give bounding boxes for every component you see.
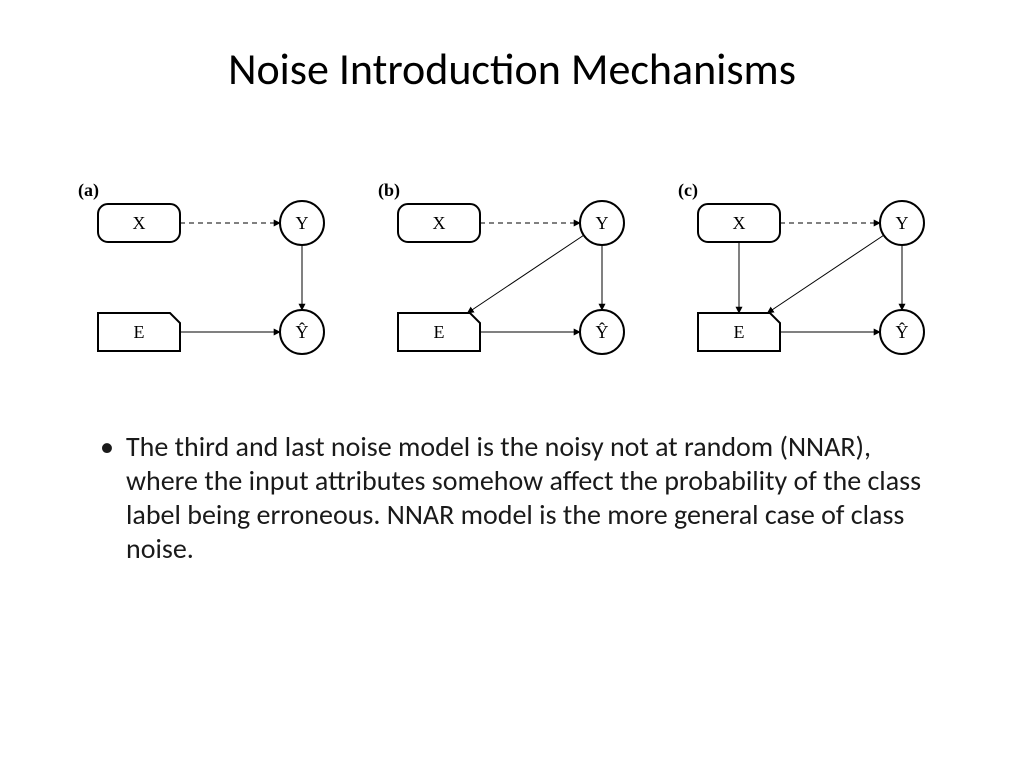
svg-text:E: E [734,322,745,342]
noise-diagram-svg: (a) X Y E Ŷ (b) X Y E Ŷ (c) X Y E Ŷ [70,180,954,380]
svg-text:X: X [133,213,146,233]
svg-text:X: X [733,213,746,233]
svg-text:(b): (b) [378,180,400,201]
svg-text:Y: Y [296,213,309,233]
noise-diagram: (a) X Y E Ŷ (b) X Y E Ŷ (c) X Y E Ŷ [70,180,954,380]
slide: Noise Introduction Mechanisms (a) X Y E Ŷ (b)… [0,0,1024,768]
svg-text:Ŷ: Ŷ [596,321,609,342]
svg-text:(a): (a) [78,180,99,201]
bullet-list: The third and last noise model is the no… [96,430,928,567]
bullet-item: The third and last noise model is the no… [96,430,928,567]
slide-title: Noise Introduction Mechanisms [0,42,1024,96]
svg-text:Ŷ: Ŷ [296,321,309,342]
svg-text:E: E [434,322,445,342]
svg-text:Y: Y [596,213,609,233]
svg-text:E: E [134,322,145,342]
svg-text:Ŷ: Ŷ [896,321,909,342]
svg-text:X: X [433,213,446,233]
svg-text:Y: Y [896,213,909,233]
svg-text:(c): (c) [678,180,698,201]
